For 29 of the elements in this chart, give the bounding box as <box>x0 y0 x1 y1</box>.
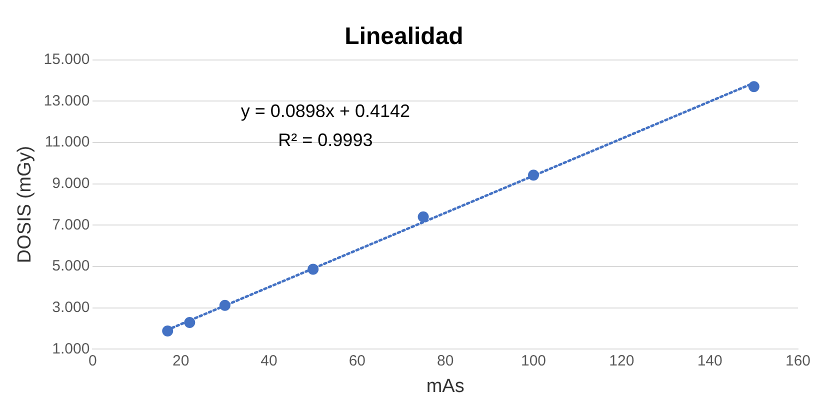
x-tick-label: 140 <box>697 352 722 370</box>
annotation: R² = 0.9993 <box>278 130 373 150</box>
x-tick-label: 120 <box>609 352 634 370</box>
x-tick-label: 80 <box>436 352 454 370</box>
y-axis-title: DOSIS (mGy) <box>14 146 36 264</box>
point <box>308 264 319 275</box>
point <box>418 211 429 222</box>
y-tick-label: 15.000 <box>44 50 90 68</box>
point <box>219 300 230 311</box>
x-tick-label: 20 <box>172 352 190 370</box>
y-tick-label: 13.000 <box>44 92 90 110</box>
y-tick-label: 7.000 <box>52 216 90 234</box>
x-axis-title: mAs <box>426 376 464 397</box>
y-tick-label: 1.000 <box>52 340 90 358</box>
annotation: y = 0.0898x + 0.4142 <box>240 100 410 121</box>
point <box>184 317 196 328</box>
y-tick-label: 9.000 <box>52 174 90 192</box>
y-tick-label: 5.000 <box>52 258 90 275</box>
x-tick-label: 100 <box>520 352 546 370</box>
x-tick-label: 0 <box>88 352 97 370</box>
x-tick-label: 160 <box>785 352 811 370</box>
y-tick-label: 3.000 <box>52 299 90 316</box>
point <box>748 81 760 92</box>
point <box>528 170 540 181</box>
point <box>162 326 174 337</box>
chart-title: Linealidad <box>344 23 464 50</box>
y-tick-label: 11.000 <box>44 134 90 151</box>
x-tick-label: 40 <box>260 352 278 370</box>
x-tick-label: 60 <box>348 352 366 370</box>
